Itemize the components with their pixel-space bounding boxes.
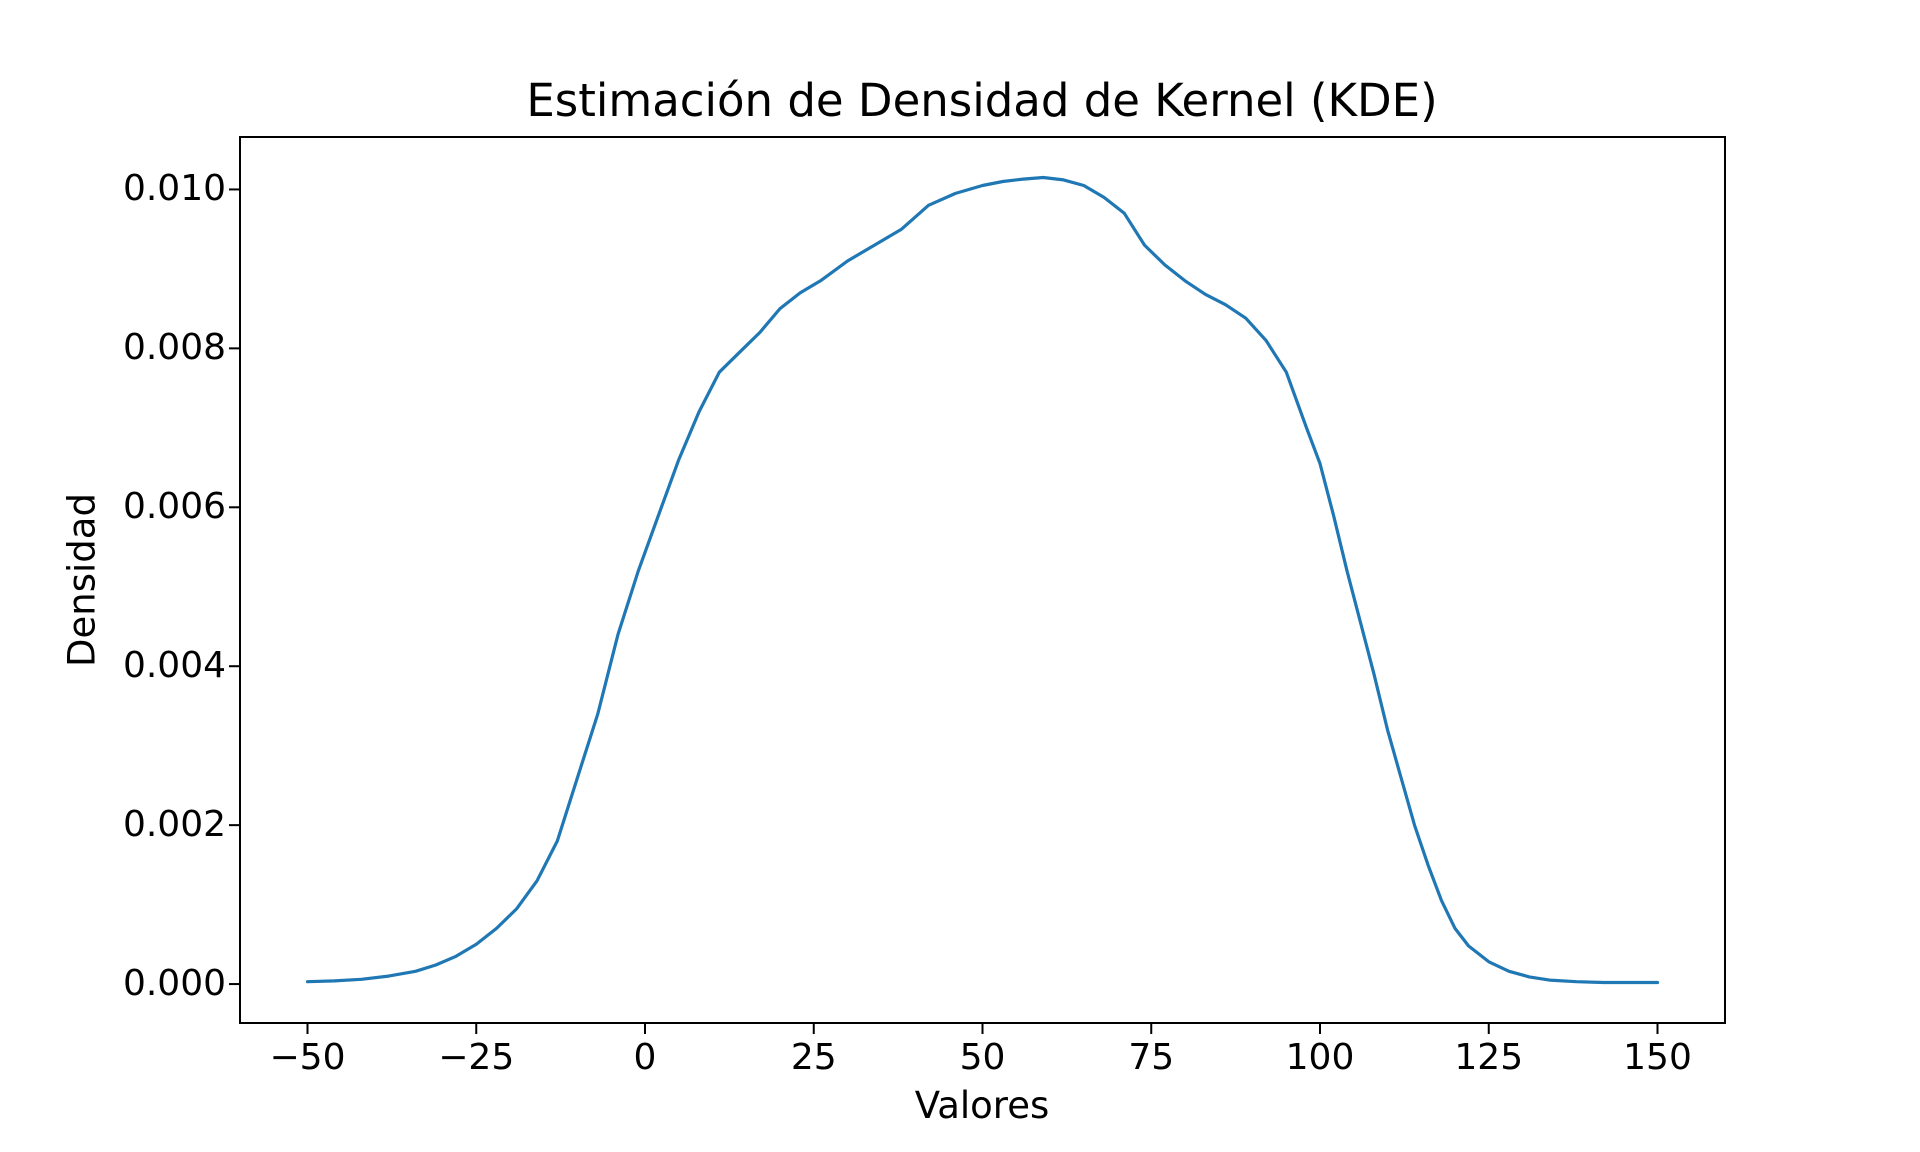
x-tick-label: 25 xyxy=(790,1037,837,1078)
x-tick-label: −25 xyxy=(438,1037,515,1078)
y-tick-label: 0.008 xyxy=(122,327,226,369)
x-axis-label: Valores xyxy=(914,1084,1050,1127)
y-tick-label: 0.004 xyxy=(122,645,226,687)
tick-marks xyxy=(229,188,1659,1034)
x-tick-label: 75 xyxy=(1128,1037,1175,1078)
x-tick-label: 0 xyxy=(633,1037,657,1078)
chart-title: Estimación de Densidad de Kernel (KDE) xyxy=(526,74,1438,127)
y-tick-label: 0.006 xyxy=(122,486,226,528)
x-tick-label: −50 xyxy=(269,1037,346,1078)
x-tick-label: 125 xyxy=(1454,1037,1524,1078)
y-tick-label: 0.002 xyxy=(122,804,226,846)
x-tick-label: 150 xyxy=(1623,1037,1692,1078)
x-tick-label: 50 xyxy=(959,1037,1006,1078)
y-tick-label: 0.010 xyxy=(122,168,226,210)
axes-box xyxy=(239,136,1726,1024)
y-tick-label: 0.000 xyxy=(122,963,226,1005)
kde-curve xyxy=(305,175,1660,985)
x-tick-label: 100 xyxy=(1285,1037,1355,1078)
